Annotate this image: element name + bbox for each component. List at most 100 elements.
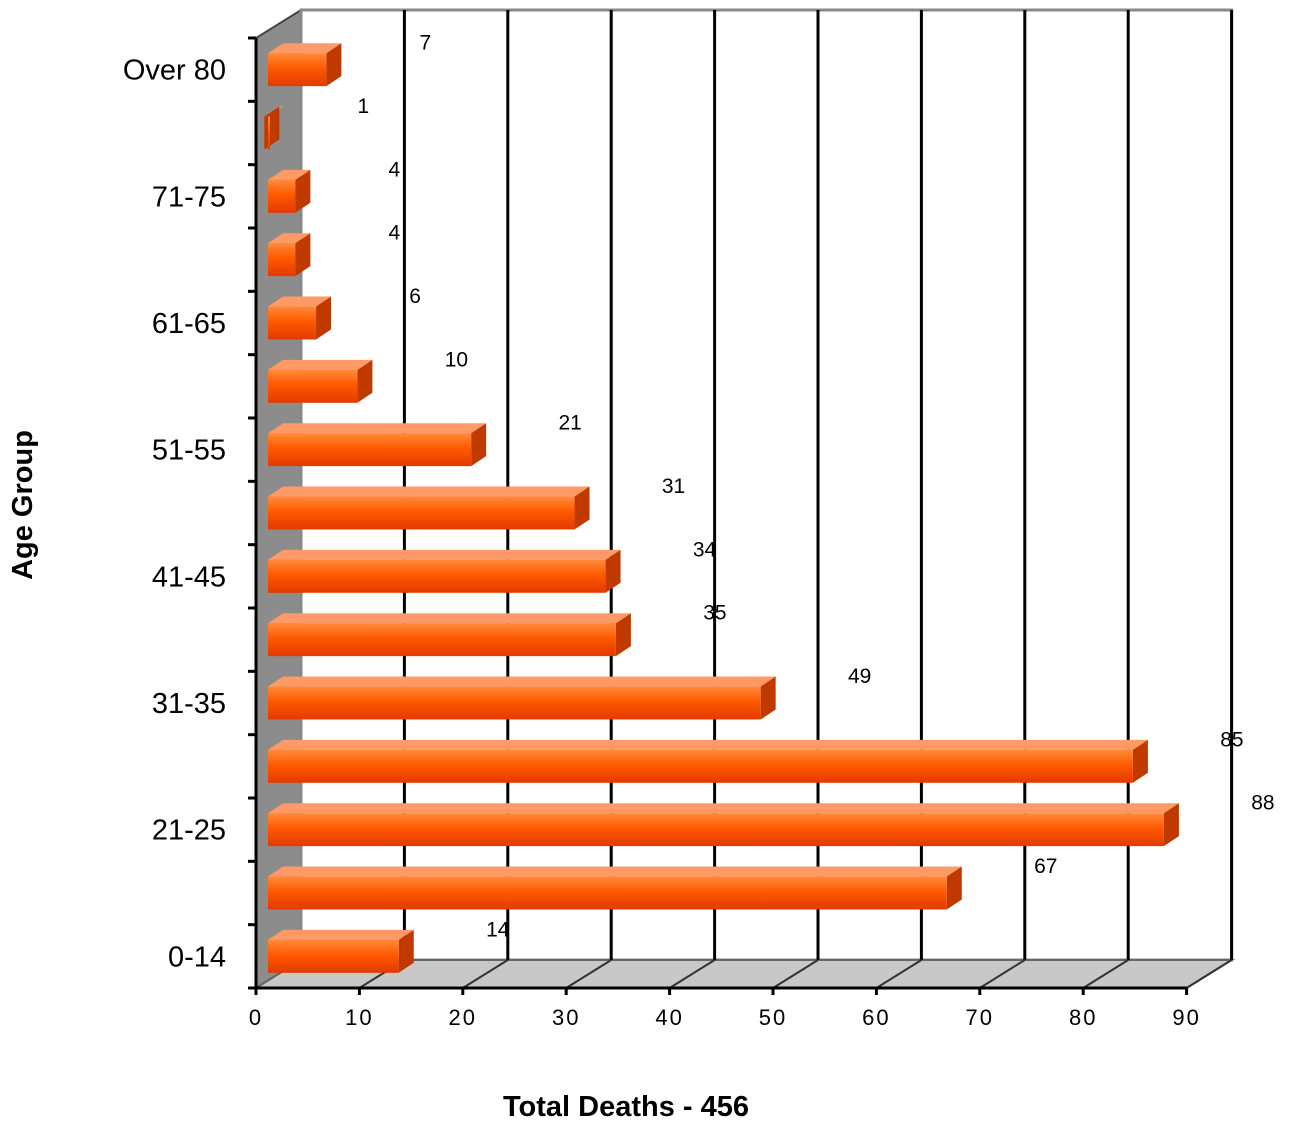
data-label: 88	[1251, 792, 1274, 815]
category-label: 51-55	[152, 435, 226, 467]
category-label: 31-35	[152, 688, 226, 720]
floor-gridline	[1186, 959, 1233, 989]
bar	[268, 359, 373, 403]
x-tick-label: 60	[862, 1005, 890, 1030]
bar-front	[268, 749, 1133, 783]
x-tick-label: 50	[759, 1005, 787, 1030]
bar	[268, 549, 621, 593]
category-label: 41-45	[152, 561, 226, 593]
category-label: 21-25	[152, 815, 226, 847]
bar-top	[268, 929, 414, 940]
bar-top	[268, 233, 311, 244]
data-label: 67	[1034, 855, 1057, 878]
bar-side	[398, 929, 414, 973]
data-label: 4	[389, 158, 401, 181]
bar-top	[268, 296, 332, 307]
data-label: 85	[1220, 728, 1243, 751]
floor-gridline	[979, 959, 1026, 989]
floor-gridline	[1082, 959, 1129, 989]
x-tick-label: 80	[1069, 1005, 1097, 1030]
bar-front	[268, 876, 947, 910]
bar-side	[357, 359, 373, 403]
bar	[268, 676, 776, 720]
floor-gridline	[875, 959, 922, 989]
x-tick-label: 10	[345, 1005, 373, 1030]
category-label: Over 80	[123, 55, 226, 87]
bar	[268, 739, 1148, 783]
gridlines	[358, 10, 1234, 989]
bar	[268, 169, 311, 213]
bar-side	[574, 486, 590, 530]
floor-gridline	[669, 959, 716, 989]
bar-top	[268, 423, 487, 434]
x-tick-label: 0	[249, 1005, 263, 1030]
data-label: 21	[558, 412, 581, 435]
data-label: 10	[445, 348, 468, 371]
data-label: 1	[357, 95, 369, 118]
floor-gridline	[565, 959, 612, 989]
bar	[268, 423, 487, 467]
bar-top	[268, 486, 590, 497]
bar-top	[268, 866, 962, 877]
back-wall	[299, 8, 1234, 962]
data-labels: 14 67 88 85 49 35 34 31 21 10 6 4 4 1 7	[357, 32, 1274, 942]
x-tick-label: 30	[552, 1005, 580, 1030]
bar-front	[268, 243, 296, 277]
x-tick-label: 70	[966, 1005, 994, 1030]
data-label: 7	[420, 32, 432, 55]
bar	[264, 106, 283, 150]
bar-top	[268, 739, 1148, 750]
category-label: 61-65	[152, 308, 226, 340]
category-label: 0-14	[168, 941, 226, 973]
axes	[248, 36, 1189, 995]
data-label: 14	[486, 918, 510, 941]
bar-front	[268, 939, 399, 973]
bar	[268, 866, 962, 910]
y-axis-label: Age Group	[7, 430, 39, 580]
x-tick-label: 90	[1172, 1005, 1200, 1030]
bar-front	[268, 813, 1164, 847]
bar-front	[268, 116, 270, 150]
x-axis-label: Total Deaths - 456	[503, 1091, 749, 1121]
floor-gridline	[772, 959, 819, 989]
bar-top	[268, 549, 621, 560]
data-label: 4	[389, 222, 401, 245]
bar-front	[268, 686, 761, 720]
bar-front	[268, 559, 606, 593]
data-label: 49	[848, 665, 871, 688]
bar-top	[268, 613, 631, 624]
bar	[268, 296, 332, 340]
bar-side	[295, 233, 311, 277]
bar-side	[946, 866, 962, 910]
data-label: 34	[693, 538, 717, 561]
bar-side	[326, 43, 342, 87]
bar-front	[268, 306, 317, 340]
bar-side	[760, 676, 776, 720]
bar-front	[268, 433, 472, 467]
x-tick-label: 20	[449, 1005, 477, 1030]
category-labels: 0-14 21-25 31-35 41-45 51-55 61-65 71-75 Over 8…	[123, 55, 226, 974]
bar	[268, 803, 1179, 847]
bar	[268, 486, 590, 530]
bar-side	[316, 296, 332, 340]
bar-side	[295, 169, 311, 213]
floor-gridline	[462, 959, 509, 989]
bar-top	[268, 43, 342, 54]
bar-top	[268, 803, 1179, 814]
bar-side	[1132, 739, 1148, 783]
data-label: 6	[409, 285, 421, 308]
bar-front	[268, 496, 575, 530]
bar-top	[268, 676, 776, 687]
bar-side	[615, 613, 631, 657]
bar-front	[268, 179, 296, 213]
bar-top	[268, 169, 311, 180]
bar	[268, 43, 342, 87]
chart-walls	[252, 8, 1236, 990]
bar-front	[268, 369, 358, 403]
bar-front	[268, 53, 327, 87]
bar	[268, 929, 414, 973]
category-label: 71-75	[152, 181, 226, 213]
bar	[268, 233, 311, 277]
bar-front	[268, 623, 616, 657]
